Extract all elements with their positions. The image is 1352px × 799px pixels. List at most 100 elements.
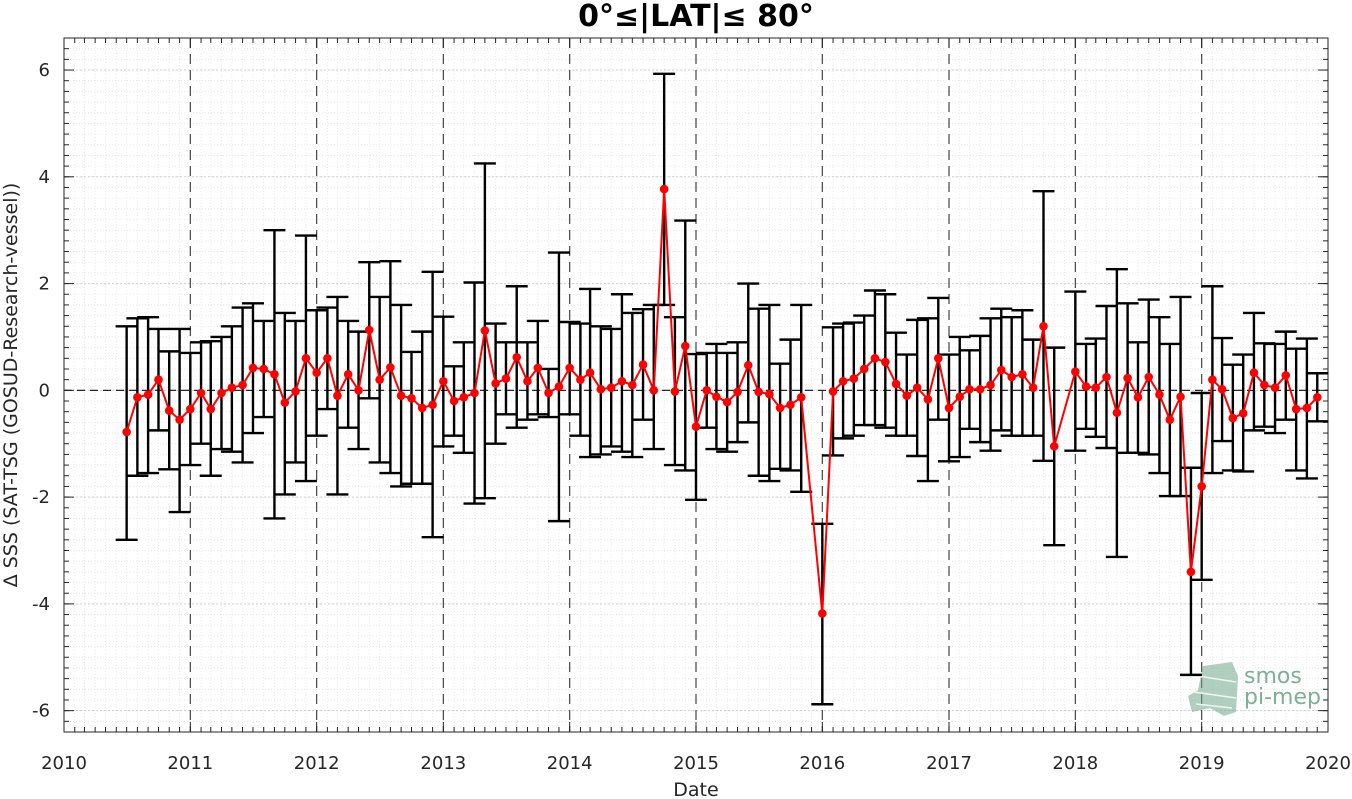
data-point xyxy=(944,403,954,413)
data-point xyxy=(933,354,943,363)
logo-mark-stripes xyxy=(1193,675,1237,709)
data-point xyxy=(291,387,300,396)
data-point xyxy=(996,365,1006,375)
y-tick-label: 2 xyxy=(39,274,50,295)
data-point xyxy=(617,376,627,386)
error-bar xyxy=(737,282,760,424)
y-tick-label: -2 xyxy=(32,487,50,508)
data-point xyxy=(1039,321,1048,331)
data-point xyxy=(164,406,174,415)
y-tick-label: 4 xyxy=(39,167,50,188)
series-line xyxy=(125,189,1319,614)
y-tick-label: 0 xyxy=(39,380,50,401)
data-point xyxy=(375,375,384,384)
data-point xyxy=(828,387,838,396)
data-point xyxy=(354,386,363,395)
data-point xyxy=(1091,383,1101,392)
data-point xyxy=(459,392,469,402)
data-point xyxy=(680,341,690,351)
data-point xyxy=(227,383,237,392)
data-point xyxy=(712,392,721,402)
data-point xyxy=(965,384,974,394)
data-point xyxy=(1133,392,1143,402)
data-point xyxy=(923,395,933,404)
data-point xyxy=(702,386,712,395)
x-tick-label: 2020 xyxy=(1305,753,1351,774)
data-point xyxy=(259,364,269,374)
data-point xyxy=(859,364,869,374)
data-point xyxy=(143,390,153,399)
data-point xyxy=(196,388,206,398)
data-point xyxy=(691,422,701,431)
data-point xyxy=(849,374,859,383)
data-point xyxy=(628,380,637,390)
data-point xyxy=(1007,372,1016,382)
data-point xyxy=(301,354,311,363)
data-point xyxy=(722,397,732,407)
data-point xyxy=(428,400,437,410)
data-point xyxy=(576,375,585,384)
data-point xyxy=(186,404,195,414)
data-point xyxy=(1186,567,1196,577)
data-point xyxy=(870,354,880,363)
data-point xyxy=(902,391,912,400)
data-point xyxy=(796,392,806,402)
data-point xyxy=(470,388,479,398)
data-point xyxy=(1249,368,1259,378)
data-point xyxy=(238,380,247,390)
data-point xyxy=(1260,380,1269,390)
x-tick-label: 2012 xyxy=(294,753,340,774)
data-point xyxy=(364,325,374,335)
series-points xyxy=(122,184,1322,618)
logo-mark-shape xyxy=(1188,662,1238,716)
data-point xyxy=(1081,382,1091,391)
data-point xyxy=(659,184,669,194)
data-point xyxy=(1270,383,1280,392)
y-axis-label: Δ SSS (SAT-TSG (GOSUD-Research-vessel)) xyxy=(0,183,22,588)
data-point xyxy=(501,374,511,383)
logo-text-line2: pi-mep xyxy=(1244,685,1321,710)
data-point xyxy=(565,363,574,373)
data-point xyxy=(122,427,131,437)
data-point xyxy=(1049,442,1059,451)
data-point xyxy=(1302,403,1312,413)
data-point xyxy=(975,384,985,394)
data-point xyxy=(818,609,827,618)
data-point xyxy=(743,360,753,370)
data-point xyxy=(206,404,216,414)
data-point xyxy=(1112,408,1122,418)
data-point xyxy=(1123,373,1132,383)
data-point xyxy=(439,376,448,386)
data-point xyxy=(312,368,321,378)
logo-mark-icon xyxy=(1188,662,1238,716)
data-point xyxy=(533,363,543,373)
error-bar xyxy=(610,293,633,453)
x-tick-label: 2011 xyxy=(167,753,213,774)
x-tick-label: 2015 xyxy=(673,753,719,774)
axis-ticks xyxy=(63,37,1329,733)
data-point xyxy=(775,403,785,413)
x-tick-label: 2017 xyxy=(926,753,972,774)
chart-title: 0°≤|LAT|≤ 80° xyxy=(578,0,814,34)
data-point xyxy=(217,388,226,398)
data-point xyxy=(1291,404,1301,414)
data-point xyxy=(765,389,774,399)
data-point xyxy=(154,375,163,384)
data-point xyxy=(670,387,680,396)
data-point xyxy=(280,398,290,407)
smos-pi-mep-logo: smos pi-mep xyxy=(1188,662,1321,716)
data-point xyxy=(248,363,258,373)
data-point xyxy=(733,387,742,397)
data-point xyxy=(596,384,606,394)
data-point xyxy=(133,392,142,402)
x-tick-label: 2018 xyxy=(1052,753,1098,774)
y-tick-label: 6 xyxy=(39,60,50,81)
data-point xyxy=(1102,372,1111,382)
data-point xyxy=(1238,408,1248,418)
data-point xyxy=(523,376,532,386)
data-point xyxy=(986,380,995,390)
y-tick-label: -4 xyxy=(32,594,50,615)
data-point xyxy=(912,383,922,392)
data-point xyxy=(449,396,459,406)
